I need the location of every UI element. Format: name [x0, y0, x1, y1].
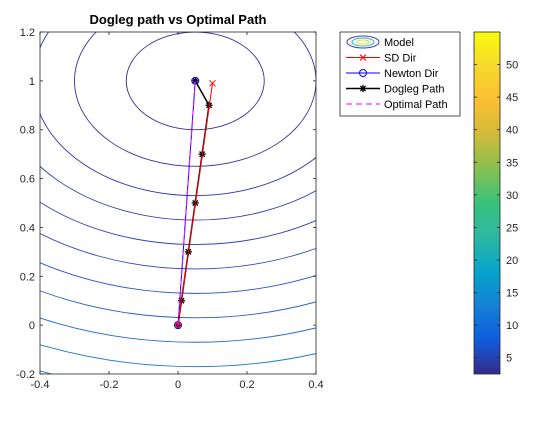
colorbar-tick-label: 5: [506, 353, 512, 365]
legend-label: Optimal Path: [384, 99, 448, 111]
legend-item: Optimal Path: [346, 99, 448, 111]
legend-marker: [359, 69, 367, 77]
data-point: [174, 321, 182, 329]
data-point: [191, 77, 199, 85]
colorbar-tick-label: 50: [506, 60, 518, 72]
y-tick-label: 1.2: [20, 27, 35, 39]
x-tick-label: 0: [175, 379, 181, 391]
contour-line-5: [40, 232, 316, 270]
legend-item: Model: [346, 35, 414, 49]
x-tick-label: 0.2: [239, 379, 254, 391]
contour-line-8: [40, 317, 316, 343]
legend: Model SD Dir Newton Dir Dogleg Path Optimal …: [339, 31, 461, 117]
x-tick-label: 0.4: [308, 379, 323, 391]
legend-label: Newton Dir: [384, 68, 439, 80]
colorbar-tick-label: 35: [506, 157, 518, 169]
contour-line-1: [74, 32, 316, 167]
series-sd-dir: [174, 79, 216, 329]
colorbar-tick-label: 30: [506, 190, 518, 202]
legend-item: Dogleg Path: [346, 84, 445, 96]
y-tick-label: 0.6: [20, 174, 35, 186]
x-tick-label: -0.2: [100, 379, 119, 391]
colorbar-gradient: [473, 31, 501, 375]
series-line: [177, 83, 213, 326]
y-tick-label: 0.2: [20, 271, 35, 283]
contour-line-2: [40, 32, 316, 197]
y-tick-label: 0.4: [20, 222, 35, 234]
contour-lines: [40, 32, 316, 374]
chart-title: Dogleg path vs Optimal Path: [90, 12, 267, 27]
data-point: [209, 79, 216, 87]
legend-label: Model: [384, 37, 414, 49]
legend-label: Dogleg Path: [384, 84, 445, 96]
colorbar-tick-label: 15: [506, 288, 518, 300]
series-line: [177, 80, 196, 326]
colorbar: 5 10 15 20 25 30 35 40 45 50: [473, 31, 518, 375]
colorbar-tick-label: 45: [506, 92, 518, 104]
contour-line-6: [40, 262, 316, 294]
colorbar-tick-label: 25: [506, 222, 518, 234]
legend-marker: [359, 84, 367, 93]
contour-line-7: [40, 290, 316, 319]
y-tick-label: 0.8: [20, 125, 35, 137]
legend-swatch: [351, 37, 375, 47]
colorbar-tick-label: 20: [506, 255, 518, 267]
legend-item: SD Dir: [346, 53, 417, 65]
legend-label: SD Dir: [384, 53, 417, 65]
legend-marker: [359, 54, 367, 61]
colorbar-tick-label: 10: [506, 320, 518, 332]
x-tick-label: -0.4: [31, 379, 50, 391]
y-tick-label: 1: [29, 76, 35, 88]
legend-item: Newton Dir: [346, 68, 439, 80]
legend-swatch: [356, 39, 370, 45]
contour-line-9: [40, 344, 316, 368]
contour-line-3: [40, 165, 316, 221]
contour-line-0: [125, 32, 265, 131]
series-optimal-path: [177, 80, 196, 326]
colorbar-tick-label: 40: [506, 125, 518, 137]
y-tick-label: -0.2: [16, 369, 35, 381]
y-tick-label: 0: [29, 320, 35, 332]
legend-swatch: [346, 35, 380, 49]
contour-line-4: [40, 201, 316, 245]
